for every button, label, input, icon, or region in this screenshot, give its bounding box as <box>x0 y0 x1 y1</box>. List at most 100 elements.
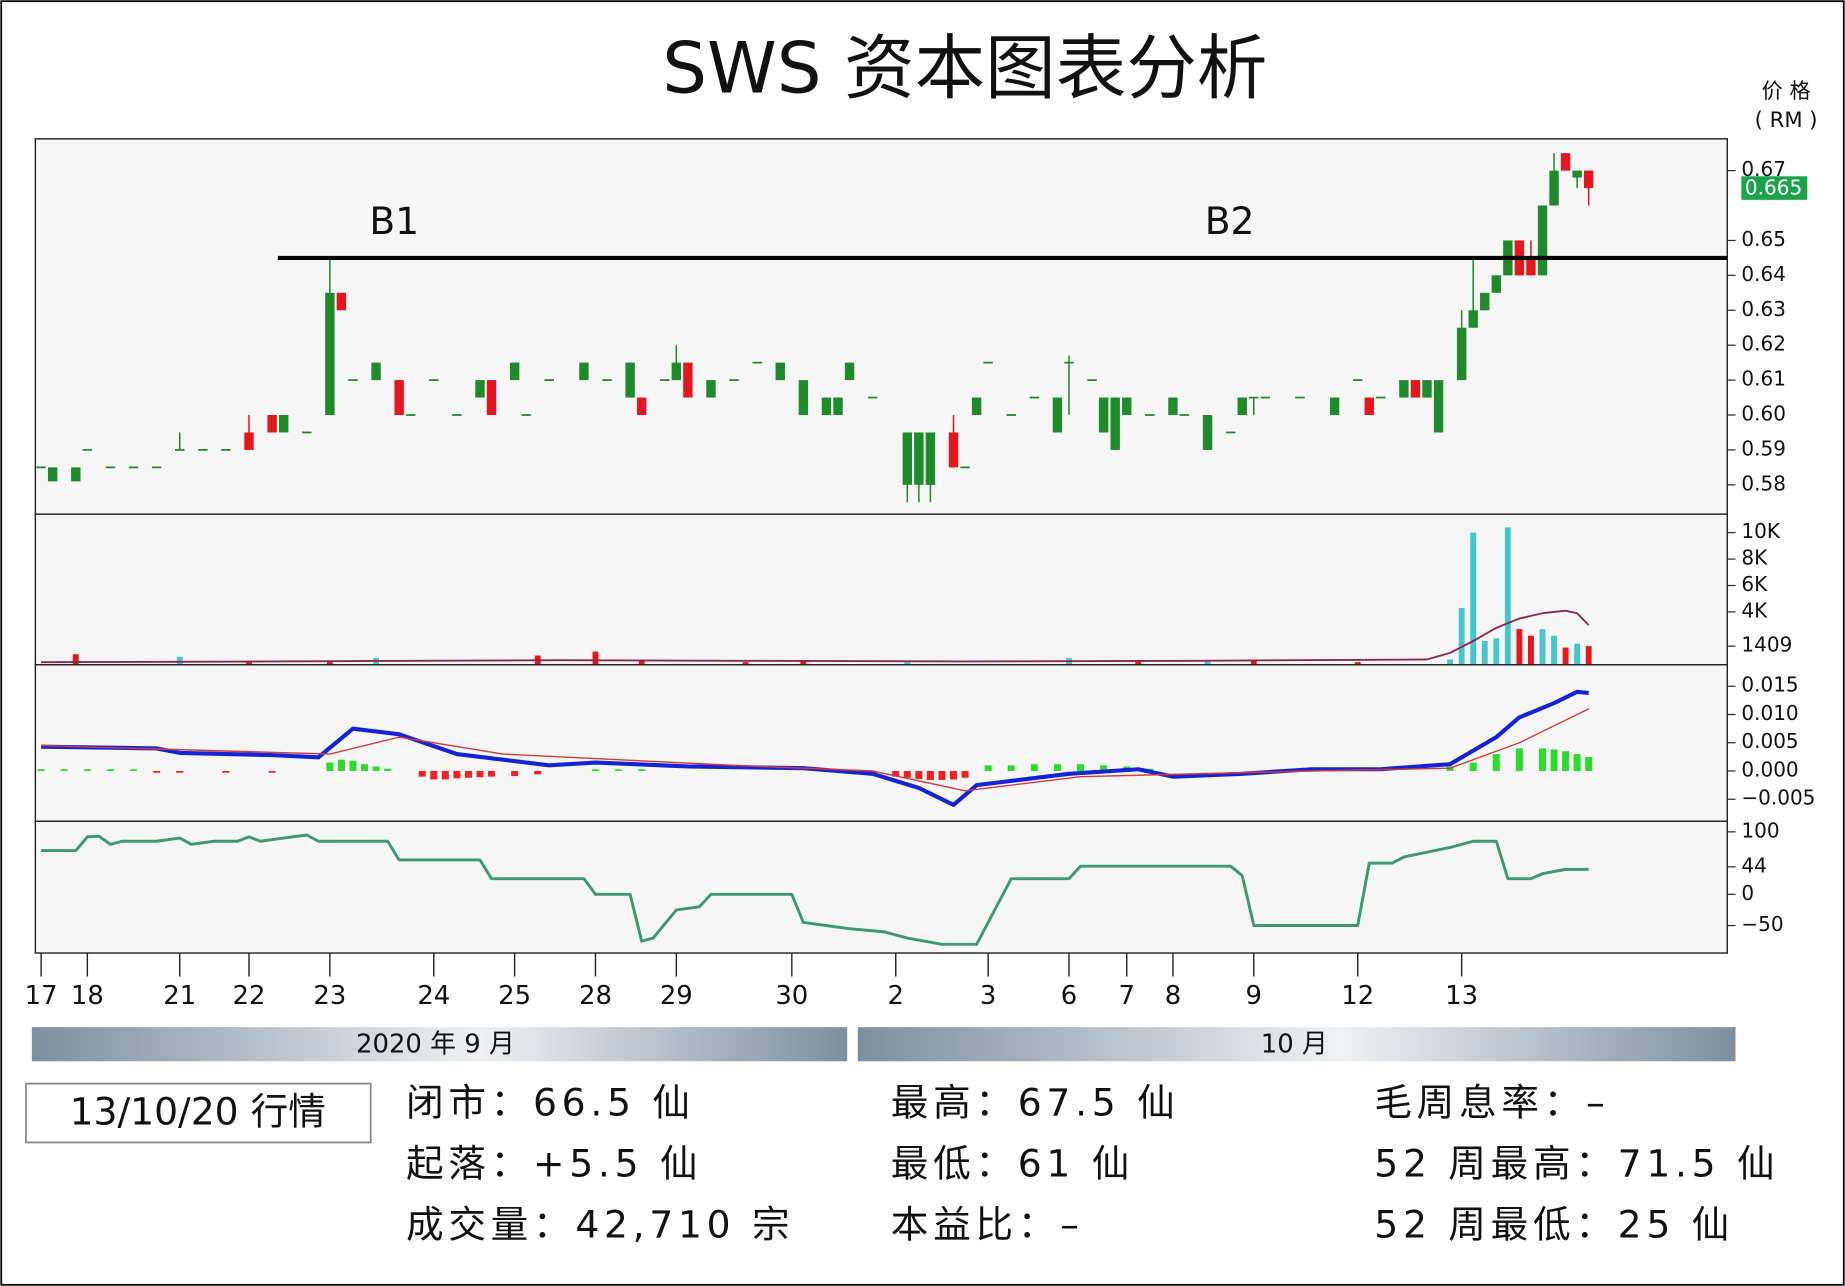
candle-body <box>1376 396 1386 399</box>
histogram-bar <box>1550 749 1558 771</box>
candle-body <box>948 432 959 468</box>
histogram-bar <box>1585 756 1593 771</box>
candle-body <box>544 379 554 381</box>
candle-body <box>1295 396 1305 399</box>
candle-body <box>625 362 635 398</box>
panel <box>34 513 1728 666</box>
candle-body <box>36 466 46 469</box>
y-tick-label: 10K <box>1741 519 1780 543</box>
candle-body <box>579 362 589 381</box>
unit-label: 价 格 <box>1762 78 1811 103</box>
unit-label: ( RM ) <box>1755 107 1818 132</box>
y-tick-label: 0.64 <box>1741 262 1786 286</box>
candle-body <box>729 379 739 381</box>
histogram-bar <box>638 769 646 772</box>
y-tick-label: 0.015 <box>1741 673 1798 697</box>
histogram-bar <box>153 770 161 773</box>
info-item: 起落：+5.5 仙 <box>406 1141 702 1185</box>
candle-body <box>1225 431 1236 434</box>
series-line <box>41 689 1589 807</box>
histogram-bar <box>1030 764 1038 771</box>
candle-body <box>833 397 843 416</box>
volume-bar <box>1562 647 1569 665</box>
volume-bar <box>1504 527 1511 665</box>
histogram-bar <box>372 766 380 771</box>
series-line <box>41 708 1589 792</box>
candle-body <box>1433 380 1444 433</box>
candle-body <box>302 431 312 434</box>
volume-bar <box>904 662 911 665</box>
candle-body <box>175 449 185 451</box>
chart-title: SWS 资本图表分析 <box>662 26 1267 109</box>
candle-body <box>1468 310 1478 328</box>
date-box <box>25 1082 372 1144</box>
volume-bar <box>638 660 645 665</box>
candle-body <box>244 432 254 450</box>
candle-body <box>221 449 231 451</box>
volume-bar <box>1574 643 1581 665</box>
x-tick-label: 18 <box>71 981 104 1011</box>
candle-body <box>405 414 416 416</box>
x-tick-label: 9 <box>1246 981 1262 1011</box>
histogram-bar <box>892 770 900 777</box>
volume-bar <box>1135 660 1142 665</box>
y-tick-label: 8K <box>1741 546 1768 570</box>
histogram-bar <box>176 770 184 773</box>
info-item: 成交量：42,710 宗 <box>406 1203 794 1247</box>
histogram-bar <box>441 770 449 780</box>
volume-bar <box>72 654 79 665</box>
candle-body <box>278 415 289 433</box>
candle-body <box>1491 275 1502 293</box>
volume-bar <box>1204 660 1211 665</box>
x-tick-label: 24 <box>417 981 450 1011</box>
last-price-tag <box>1741 176 1808 200</box>
y-tick-label: 0.63 <box>1741 297 1786 321</box>
y-tick-label: 0.61 <box>1741 367 1786 391</box>
info-item: 闭市：66.5 仙 <box>406 1080 695 1124</box>
y-tick-label: 0.65 <box>1741 227 1786 251</box>
x-tick-label: 30 <box>775 981 808 1011</box>
histogram-bar <box>60 769 68 772</box>
volume-bar <box>1470 532 1477 665</box>
candle-body <box>902 432 913 485</box>
histogram-bar <box>268 770 276 773</box>
volume-bar <box>1493 638 1500 665</box>
month-label: 2020 年 9 月 <box>356 1029 515 1059</box>
candle-body <box>267 415 277 433</box>
candle-body <box>602 379 612 381</box>
histogram-bar <box>949 770 958 780</box>
y-tick-label: 0.000 <box>1741 757 1798 781</box>
histogram-bar <box>961 770 969 778</box>
candle-body <box>1260 396 1271 399</box>
candle-body <box>1422 380 1432 398</box>
candle-body <box>821 397 832 416</box>
y-tick-label: 6K <box>1741 572 1768 596</box>
candle-body <box>683 362 693 398</box>
candle-body <box>509 362 520 381</box>
candle-body <box>752 361 762 364</box>
histogram-bar <box>464 770 472 778</box>
candle-body <box>47 467 58 482</box>
volume-bar <box>1539 629 1546 665</box>
candle-body <box>325 292 335 416</box>
histogram-bar <box>926 770 934 781</box>
candle-body <box>1410 380 1421 398</box>
candle-body <box>71 467 81 482</box>
histogram-bar <box>1053 764 1061 771</box>
histogram-bar <box>418 770 426 777</box>
volume-bar <box>1250 660 1257 665</box>
volume-bar <box>1585 646 1592 665</box>
series-line <box>41 833 1589 946</box>
candle-body <box>1202 415 1213 450</box>
y-tick-label: −0.005 <box>1741 786 1815 810</box>
histogram-bar <box>37 769 45 772</box>
info-item: 52 周最低：25 仙 <box>1374 1203 1734 1247</box>
candle-body <box>521 414 531 416</box>
histogram-bar <box>337 759 345 771</box>
x-tick-label: 8 <box>1165 981 1181 1011</box>
panel <box>34 664 1728 822</box>
histogram-bar <box>1538 748 1547 771</box>
histogram-bar <box>615 769 623 772</box>
candle-body <box>1583 170 1594 189</box>
